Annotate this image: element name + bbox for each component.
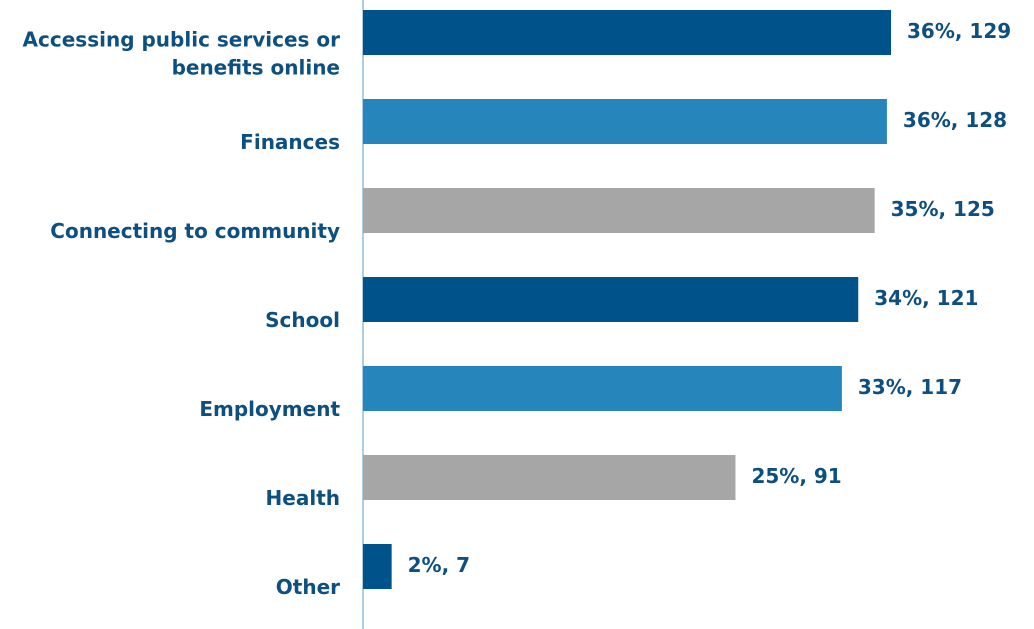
bar xyxy=(363,277,859,322)
category-label: Employment xyxy=(199,397,340,421)
category-label: Accessing public services or benefits onl… xyxy=(23,27,341,79)
bar xyxy=(363,455,736,500)
bar xyxy=(363,99,887,144)
category-label: Health xyxy=(266,486,340,510)
category-label: Other xyxy=(276,575,340,599)
value-label: 35%, 125 xyxy=(891,197,995,221)
category-label: Connecting to community xyxy=(50,219,340,243)
value-label: 25%, 91 xyxy=(751,464,841,488)
bar xyxy=(363,544,392,589)
bar xyxy=(363,188,875,233)
value-label: 34%, 121 xyxy=(874,286,978,310)
value-label: 36%, 128 xyxy=(903,108,1007,132)
value-label: 33%, 117 xyxy=(858,375,962,399)
value-label: 36%, 129 xyxy=(907,19,1011,43)
bar xyxy=(363,10,891,55)
category-label: School xyxy=(265,308,340,332)
bar xyxy=(363,366,842,411)
category-label: Finances xyxy=(240,130,340,154)
value-label: 2%, 7 xyxy=(408,553,470,577)
